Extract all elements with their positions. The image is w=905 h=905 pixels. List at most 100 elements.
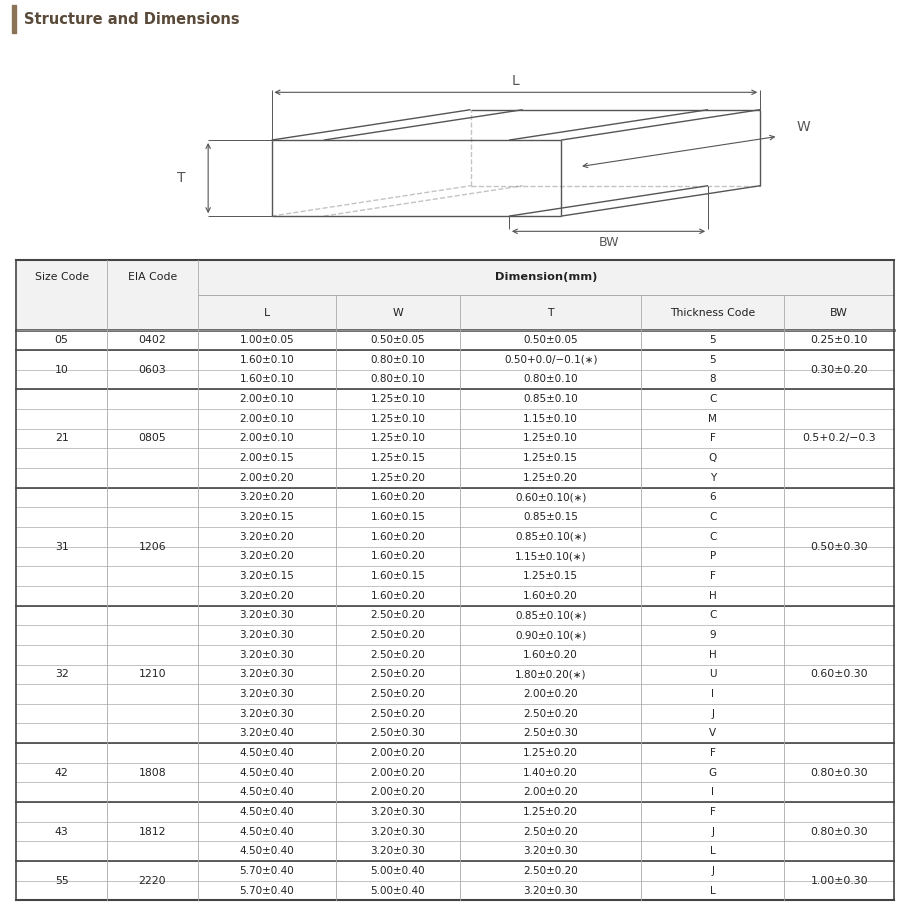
- Text: 3.20±0.30: 3.20±0.30: [523, 846, 578, 856]
- Text: 1.25±0.20: 1.25±0.20: [370, 472, 425, 482]
- Text: 0.60±0.30: 0.60±0.30: [811, 670, 868, 680]
- Text: 8: 8: [710, 375, 716, 385]
- Text: 0.80±0.10: 0.80±0.10: [371, 355, 425, 365]
- Text: 0603: 0603: [138, 365, 167, 375]
- Text: 3.20±0.20: 3.20±0.20: [240, 532, 294, 542]
- Text: L: L: [710, 846, 716, 856]
- Text: 5.00±0.40: 5.00±0.40: [371, 866, 425, 876]
- Text: 1812: 1812: [138, 826, 166, 836]
- Text: F: F: [710, 433, 716, 443]
- Text: J: J: [711, 826, 714, 836]
- Text: 2.50±0.20: 2.50±0.20: [370, 630, 425, 640]
- Text: 1.15±0.10(∗): 1.15±0.10(∗): [515, 551, 586, 561]
- Text: W: W: [796, 120, 810, 134]
- Text: 1.60±0.20: 1.60±0.20: [370, 551, 425, 561]
- Text: 4.50±0.40: 4.50±0.40: [240, 846, 294, 856]
- Text: 5: 5: [710, 335, 716, 345]
- Text: 10: 10: [54, 365, 69, 375]
- Text: 1.60±0.20: 1.60±0.20: [523, 591, 578, 601]
- Text: 3.20±0.30: 3.20±0.30: [240, 689, 294, 699]
- Text: H: H: [709, 591, 717, 601]
- Text: Q: Q: [709, 453, 717, 463]
- Bar: [16, 260, 894, 330]
- Text: Thickness Code: Thickness Code: [671, 308, 756, 318]
- Text: 0.50±0.05: 0.50±0.05: [523, 335, 578, 345]
- Text: 1.60±0.20: 1.60±0.20: [370, 492, 425, 502]
- Text: 2.50±0.20: 2.50±0.20: [370, 670, 425, 680]
- Text: 1.25±0.10: 1.25±0.10: [523, 433, 578, 443]
- Text: W: W: [393, 308, 404, 318]
- Text: 1.60±0.20: 1.60±0.20: [523, 650, 578, 660]
- Text: 0.60±0.10(∗): 0.60±0.10(∗): [515, 492, 586, 502]
- Text: 3.20±0.20: 3.20±0.20: [240, 551, 294, 561]
- Text: 2.50±0.30: 2.50±0.30: [523, 729, 578, 738]
- Text: 2.00±0.10: 2.00±0.10: [240, 414, 294, 424]
- Text: 3.20±0.30: 3.20±0.30: [370, 846, 425, 856]
- Text: 3.20±0.30: 3.20±0.30: [523, 886, 578, 896]
- Text: 1.25±0.20: 1.25±0.20: [523, 472, 578, 482]
- Text: C: C: [710, 610, 717, 620]
- Text: 1.25±0.15: 1.25±0.15: [523, 453, 578, 463]
- Text: 31: 31: [54, 541, 69, 551]
- Text: 1.25±0.15: 1.25±0.15: [523, 571, 578, 581]
- Text: 4.50±0.40: 4.50±0.40: [240, 767, 294, 777]
- Text: 1.60±0.15: 1.60±0.15: [370, 512, 425, 522]
- Text: 3.20±0.20: 3.20±0.20: [240, 591, 294, 601]
- Text: 1.40±0.20: 1.40±0.20: [523, 767, 578, 777]
- Text: BW: BW: [598, 235, 619, 249]
- Text: 0402: 0402: [138, 335, 167, 345]
- Text: Y: Y: [710, 472, 716, 482]
- Text: Size Code: Size Code: [34, 272, 89, 282]
- Text: 3.20±0.30: 3.20±0.30: [240, 670, 294, 680]
- Text: 0.30±0.20: 0.30±0.20: [811, 365, 868, 375]
- Text: U: U: [710, 670, 717, 680]
- Text: 1.00±0.05: 1.00±0.05: [240, 335, 294, 345]
- Text: 2220: 2220: [138, 876, 167, 886]
- Text: 0.50±0.30: 0.50±0.30: [811, 541, 868, 551]
- Text: H: H: [709, 650, 717, 660]
- Text: 2.50±0.20: 2.50±0.20: [523, 709, 578, 719]
- Text: 3.20±0.20: 3.20±0.20: [240, 492, 294, 502]
- Text: J: J: [711, 709, 714, 719]
- Text: 1.25±0.10: 1.25±0.10: [370, 414, 425, 424]
- Text: 3.20±0.30: 3.20±0.30: [240, 610, 294, 620]
- Text: 0.80±0.10: 0.80±0.10: [371, 375, 425, 385]
- Text: I: I: [711, 787, 714, 797]
- Text: 1210: 1210: [138, 670, 167, 680]
- Text: 1.25±0.20: 1.25±0.20: [523, 748, 578, 758]
- Text: 1.60±0.20: 1.60±0.20: [370, 591, 425, 601]
- Text: 0.50±0.05: 0.50±0.05: [371, 335, 425, 345]
- Text: 3.20±0.15: 3.20±0.15: [239, 571, 294, 581]
- Text: C: C: [710, 532, 717, 542]
- Text: 3.20±0.15: 3.20±0.15: [239, 512, 294, 522]
- Text: C: C: [710, 512, 717, 522]
- Text: 2.00±0.10: 2.00±0.10: [240, 394, 294, 404]
- Text: 0.85±0.10(∗): 0.85±0.10(∗): [515, 532, 586, 542]
- Text: 1.80±0.20(∗): 1.80±0.20(∗): [515, 670, 586, 680]
- Text: 0.80±0.10: 0.80±0.10: [523, 375, 578, 385]
- Text: 2.50±0.20: 2.50±0.20: [370, 709, 425, 719]
- Text: 2.00±0.10: 2.00±0.10: [240, 433, 294, 443]
- Text: T: T: [548, 308, 554, 318]
- Text: 1.60±0.20: 1.60±0.20: [370, 532, 425, 542]
- Text: L: L: [710, 886, 716, 896]
- Text: 2.50±0.20: 2.50±0.20: [523, 826, 578, 836]
- Text: 2.50±0.20: 2.50±0.20: [523, 866, 578, 876]
- Text: 32: 32: [54, 670, 69, 680]
- Text: 2.00±0.20: 2.00±0.20: [371, 767, 425, 777]
- Text: Dimension(mm): Dimension(mm): [495, 272, 597, 282]
- Text: 2.00±0.15: 2.00±0.15: [240, 453, 294, 463]
- Text: 3.20±0.30: 3.20±0.30: [370, 826, 425, 836]
- Text: 1.25±0.10: 1.25±0.10: [370, 433, 425, 443]
- Text: 1.25±0.10: 1.25±0.10: [370, 394, 425, 404]
- Text: P: P: [710, 551, 716, 561]
- Text: 55: 55: [54, 876, 69, 886]
- Text: 3.20±0.30: 3.20±0.30: [370, 807, 425, 817]
- Text: 6: 6: [710, 492, 716, 502]
- Text: F: F: [710, 748, 716, 758]
- Text: 2.50±0.20: 2.50±0.20: [370, 650, 425, 660]
- Text: 2.50±0.20: 2.50±0.20: [370, 610, 425, 620]
- Text: 5: 5: [710, 355, 716, 365]
- Text: 4.50±0.40: 4.50±0.40: [240, 748, 294, 758]
- Text: 2.00±0.20: 2.00±0.20: [371, 787, 425, 797]
